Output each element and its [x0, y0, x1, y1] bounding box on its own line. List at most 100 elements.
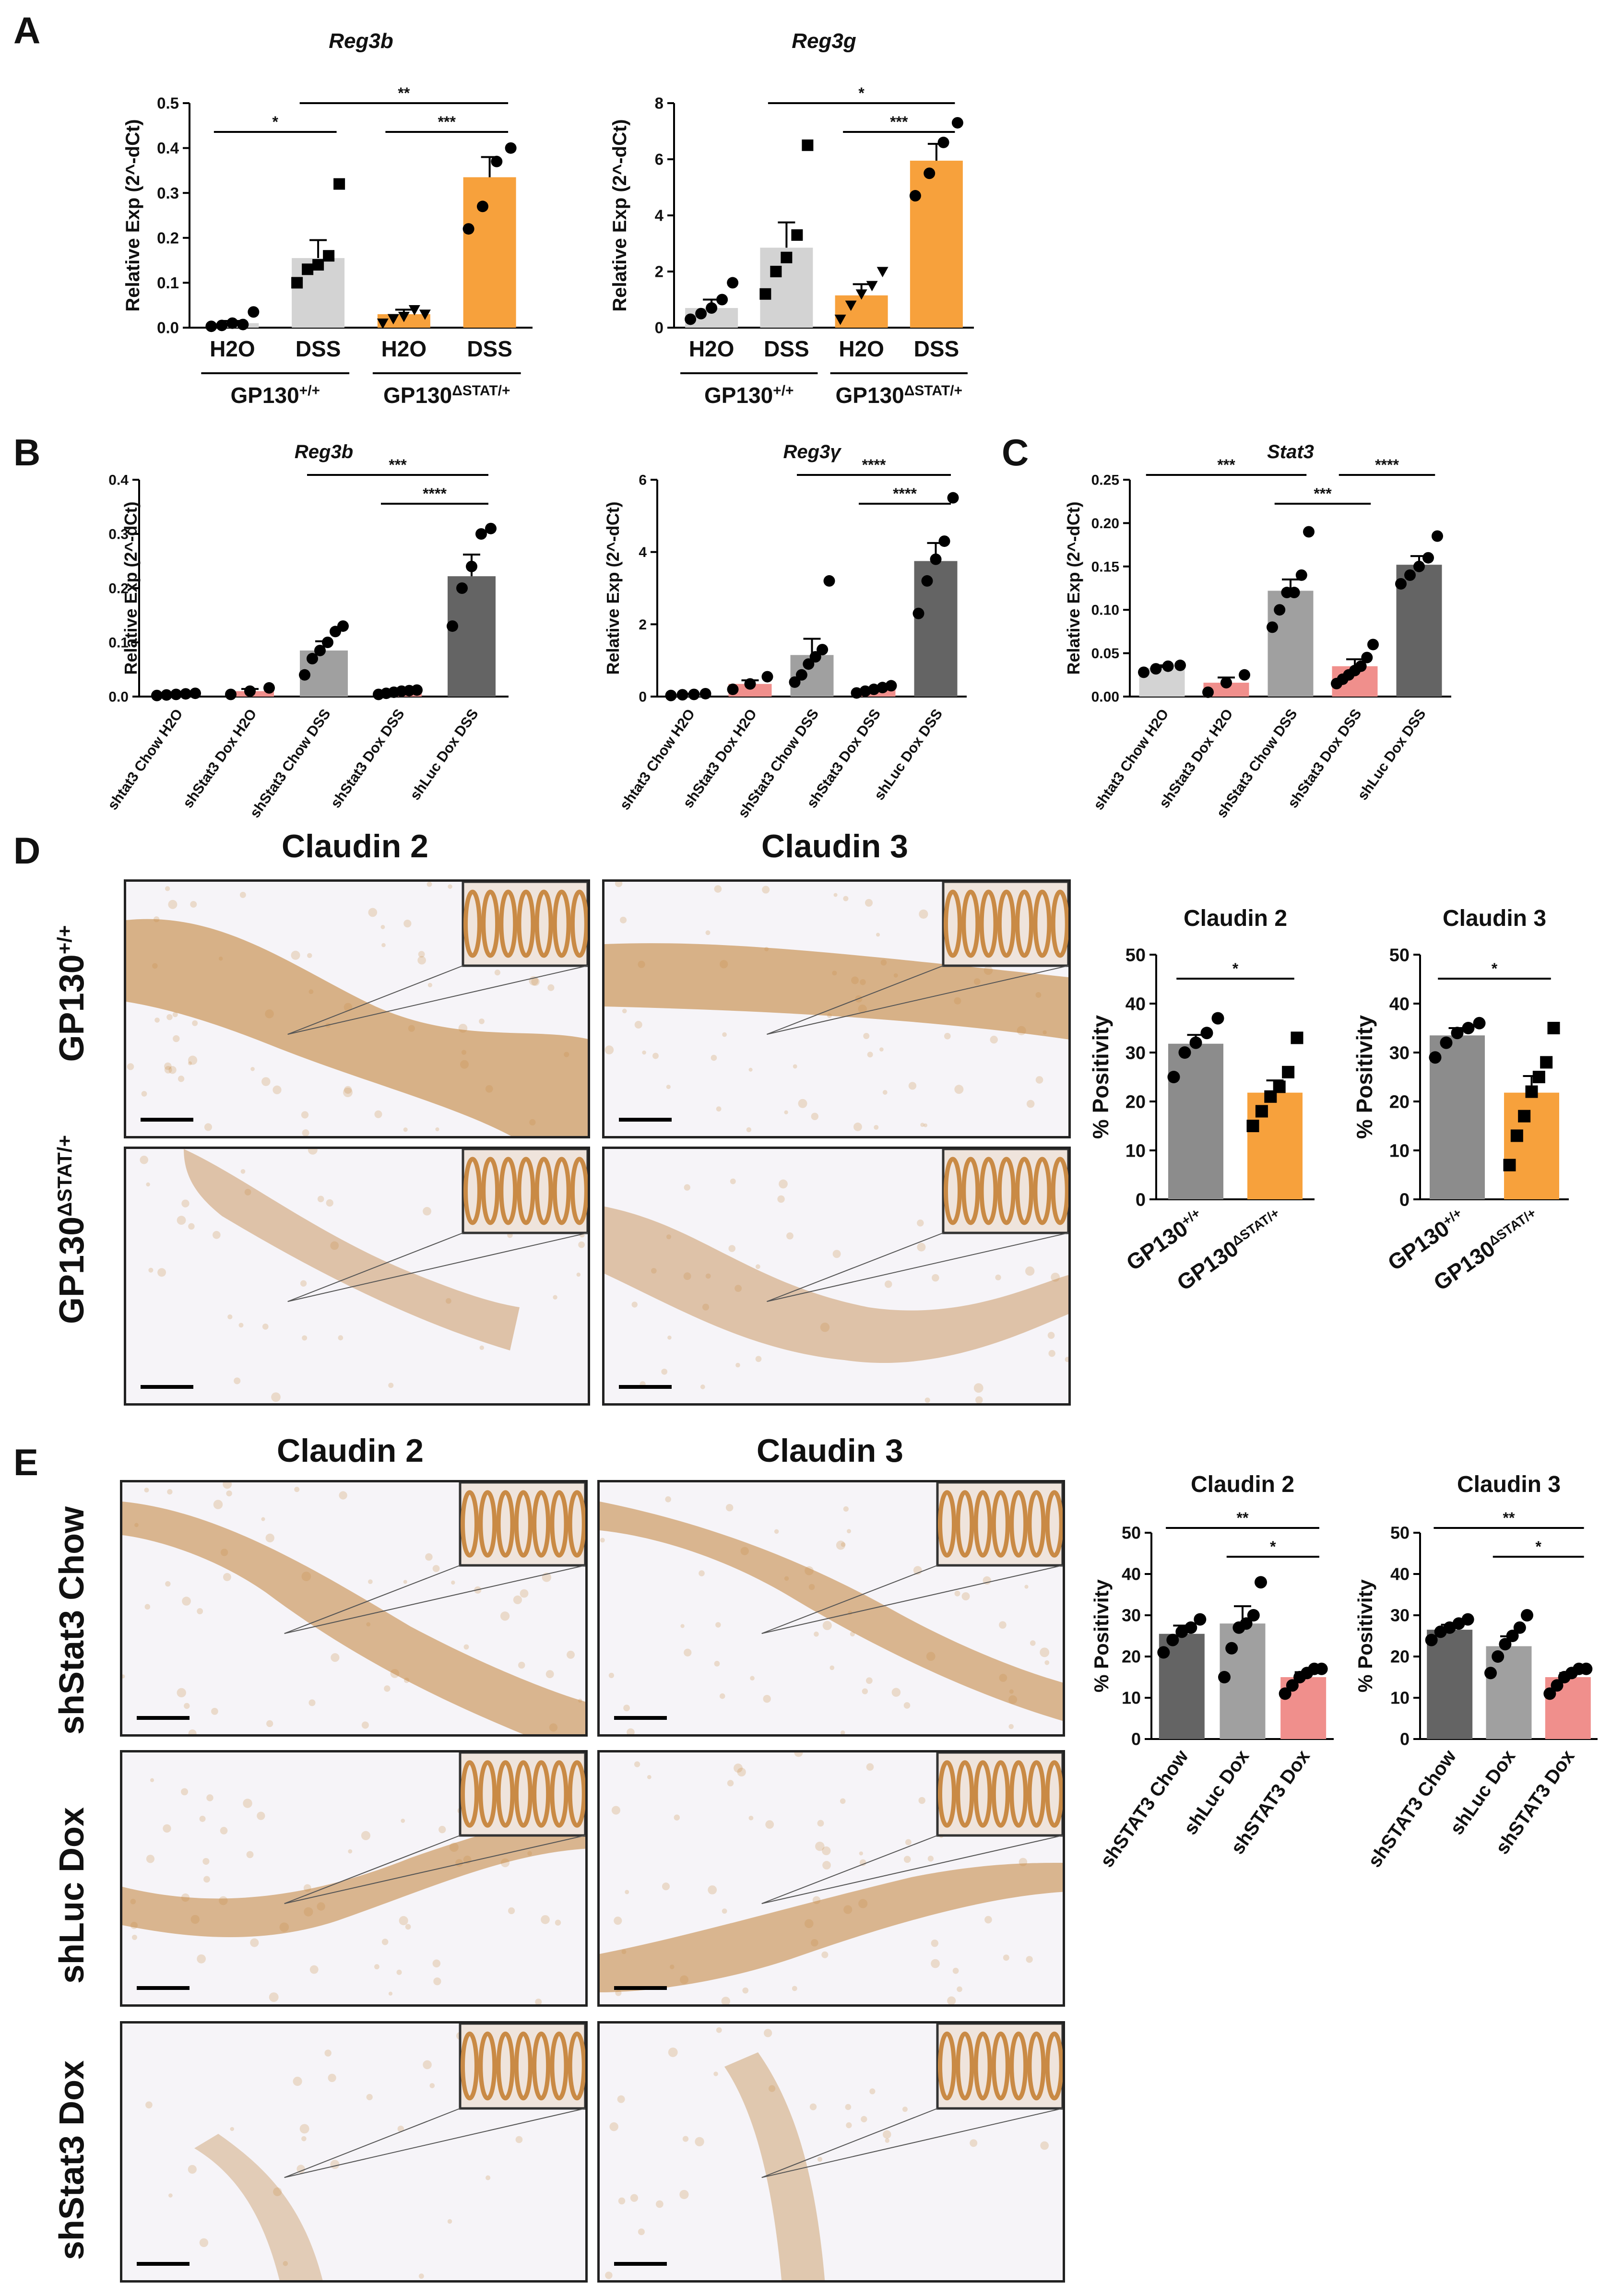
y-axis-label-e1: % Positivity: [1090, 1579, 1113, 1692]
tissue-crypt-speck: [874, 1124, 879, 1130]
data-point-a1-3: [476, 201, 488, 213]
tissue-crypt-speck: [168, 1066, 177, 1074]
tissue-crypt-speck: [199, 2238, 209, 2248]
x-tick-label-sup: ΔSTAT/+: [1486, 1205, 1539, 1248]
tissue-inset-crypt: [938, 1490, 956, 1558]
tissue-crypt-speck: [301, 1572, 311, 1581]
tissue-crypt-speck: [527, 1851, 532, 1856]
micrograph-e-chow-claudin2: [120, 1480, 588, 1737]
tissue-crypt-speck: [836, 1540, 845, 1550]
bar-a2-3: [910, 160, 963, 328]
tissue-crypt-speck: [615, 1989, 622, 1996]
data-point-c1-0: [1150, 663, 1162, 675]
y-tick-label-d2: 40: [1389, 994, 1410, 1014]
tissue-crypt-speck: [680, 1624, 685, 1628]
data-point-c1-1: [1220, 677, 1232, 689]
data-point-e1-2: [1315, 1662, 1328, 1675]
tissue-inset-crypt: [991, 2031, 1010, 2101]
tissue-crypt-speck: [924, 1397, 930, 1403]
tissue-crypt-speck: [608, 1672, 615, 1678]
tissue-crypt-speck: [343, 1088, 353, 1098]
sig-label-a1-2: **: [398, 84, 410, 102]
y-tick-label-d1: 50: [1125, 945, 1146, 965]
y-tick-label-e1: 40: [1122, 1564, 1141, 1584]
tissue-crypt-speck: [742, 1987, 749, 1994]
sig-label-b2-0: ****: [893, 485, 917, 502]
tissue-crypt-speck: [973, 1383, 983, 1393]
x-tick-label-sup: ΔSTAT/+: [1229, 1205, 1282, 1248]
tissue-crypt-speck: [302, 1335, 308, 1341]
tissue-crypt-speck: [815, 1841, 825, 1851]
tissue-crypt-speck: [716, 2027, 722, 2033]
tissue-crypt-speck: [669, 1965, 675, 1969]
scale-bar: [137, 1716, 190, 1720]
tissue-crypt-speck: [720, 960, 728, 969]
tissue-inset-crypt: [534, 1157, 553, 1225]
group-label-base: GP130: [383, 383, 452, 408]
x-tick-label-a1: H2O: [210, 336, 255, 361]
data-point-a1-0: [237, 319, 249, 331]
tissue-crypt-speck: [740, 1547, 749, 1555]
tissue-inset-pointer: [284, 1565, 585, 1634]
data-point-a1-1: [333, 178, 345, 190]
tissue-crypt-speck: [908, 1082, 917, 1090]
tissue-crypt-speck: [859, 1851, 863, 1856]
bar-d2-0: [1430, 1035, 1485, 1199]
tissue-crypt-speck: [920, 1123, 925, 1127]
tissue-crypt-speck: [730, 1178, 736, 1184]
tissue-crypt-speck: [917, 1243, 926, 1252]
tissue-crypt-speck: [240, 1169, 246, 1174]
tissue-inset-crypt: [532, 1760, 551, 1828]
tissue-crypt-speck: [168, 899, 178, 909]
bar-d1-0: [1168, 1043, 1223, 1199]
tissue-crypt-speck: [447, 2219, 452, 2224]
tissue-crypt-speck: [1051, 1272, 1060, 1282]
data-point-b2-3: [868, 683, 880, 695]
tissue-crypt-speck: [926, 1652, 936, 1661]
tissue-crypt-speck: [784, 1110, 788, 1114]
data-point-a2-1: [770, 266, 782, 277]
tissue-inset-pointer: [284, 2108, 585, 2178]
tissue-crypt-speck: [541, 1915, 550, 1924]
data-point-a2-1: [791, 229, 803, 241]
tissue-crypt-speck: [515, 2136, 523, 2143]
tissue-crypt-speck: [446, 1298, 451, 1304]
tissue-crypt-speck: [841, 1730, 845, 1734]
tissue-crypt-speck: [714, 885, 722, 893]
tissue-crypt-speck: [631, 1302, 638, 1308]
tissue-crypt-speck: [374, 1110, 382, 1118]
tissue-epithelium-stain: [122, 1815, 585, 1937]
y-tick-label-c1: 0.05: [1091, 646, 1119, 662]
tissue-submucosa: [122, 1815, 585, 1937]
tissue-crypt-speck: [130, 1899, 136, 1905]
data-point-b2-3: [885, 680, 897, 692]
e-col-header-claudin3: Claudin 3: [756, 1432, 904, 1469]
tissue-crypt-speck: [846, 2122, 852, 2129]
tissue-crypt-speck: [418, 951, 425, 958]
tissue-crypt-speck: [748, 1815, 754, 1821]
bar-b1-4: [448, 576, 496, 697]
tissue-inset-pointer: [287, 1232, 588, 1302]
tissue-crypt-speck: [600, 1538, 605, 1543]
tissue-inset-crypt: [979, 1157, 998, 1225]
tissue-inset-crypt: [1045, 2031, 1063, 2101]
tissue-crypt-speck: [181, 1788, 189, 1796]
tissue-crypt-speck: [699, 1570, 705, 1576]
tissue-crypt-speck: [1019, 1858, 1028, 1867]
tissue-crypt-speck: [244, 1189, 251, 1195]
data-point-c1-2: [1274, 604, 1286, 616]
data-point-a2-1: [802, 139, 814, 151]
x-tick-label-b1: shLuc Dox DSS: [407, 706, 482, 803]
tissue-crypt-speck: [817, 2156, 823, 2162]
y-axis-label-c1: Relative Exp (2^-dCt): [1064, 501, 1083, 675]
tissue-inset-crypt: [552, 1157, 571, 1225]
tissue-epithelium-stain: [600, 1502, 1063, 1721]
data-point-d1-0: [1211, 1012, 1224, 1025]
data-point-b2-4: [921, 575, 933, 587]
data-point-e1-1: [1247, 1609, 1260, 1621]
data-point-c1-2: [1267, 621, 1278, 633]
tissue-inset-crypt: [499, 889, 518, 958]
tissue-epithelium-stain: [600, 1863, 1063, 1992]
tissue-crypt-speck: [438, 1826, 446, 1834]
tissue-crypt-speck: [308, 989, 314, 994]
